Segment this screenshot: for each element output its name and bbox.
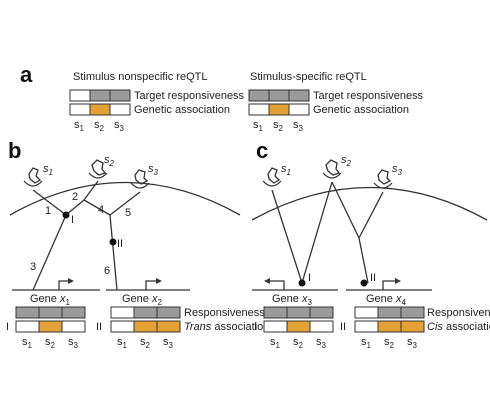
svg-text:s3: s3 (392, 163, 403, 177)
panel-b-ii-association-row (110, 320, 181, 333)
panel-a-right-row1-label: Target responsiveness (313, 90, 424, 102)
panel-c-gene4-label: Gene x4 (366, 293, 406, 307)
svg-text:s2: s2 (104, 154, 115, 168)
panel-b-cell-membrane (9, 181, 241, 216)
panel-c-row-label-ii: II (340, 321, 346, 333)
svg-text:s2: s2 (341, 154, 352, 168)
panel-b-edge-4: 4 (98, 204, 104, 216)
panel-c-responsiveness-label: Responsiveness (427, 307, 490, 319)
svg-text:s3: s3 (148, 163, 159, 177)
panel-b-row-label-ii: II (96, 321, 102, 333)
svg-text:s3: s3 (163, 336, 174, 350)
panel-c-ii-association-row (354, 320, 425, 333)
panel-c-variant-label-i: I (308, 272, 311, 284)
panel-b-row-label-i: I (6, 321, 9, 333)
svg-text:s1: s1 (270, 336, 281, 350)
panel-b-gene1-track (12, 278, 100, 291)
svg-text:s1: s1 (43, 163, 53, 177)
svg-text:s3: s3 (293, 119, 304, 133)
svg-text:s2: s2 (140, 336, 151, 350)
panel-b-edge-3: 3 (30, 261, 36, 273)
panel-c-i-responsiveness-row (263, 306, 334, 319)
svg-text:s2: s2 (45, 336, 56, 350)
svg-text:s2: s2 (273, 119, 284, 133)
panel-c-receptor-s1: s1 (262, 163, 291, 187)
panel-c-cell-membrane (251, 186, 488, 221)
panel-c-gene3-label: Gene x3 (272, 293, 312, 307)
svg-text:s1: s1 (361, 336, 372, 350)
panel-c-variant-dot-ii (360, 279, 368, 287)
panel-c-i-association-row (263, 320, 334, 333)
panel-b-edge-5: 5 (125, 207, 131, 219)
panel-a-right-row2-label: Genetic association (313, 104, 409, 116)
panel-b-ii-responsiveness-row (110, 306, 181, 319)
panel-b-receptor-s2: s2 (88, 154, 115, 179)
panel-b-edge-2: 2 (72, 191, 78, 203)
panel-b-variant-label-ii: II (117, 238, 123, 250)
panel-b-gene2-track (106, 278, 190, 291)
panel-a-left-row2-label: Genetic association (134, 104, 230, 116)
panel-b-gene2-label: Gene x2 (122, 293, 162, 307)
panel-a-left-title: Stimulus nonspecific reQTL (73, 71, 208, 83)
panel-c-receptor-s2: s2 (322, 154, 352, 179)
panel-c-i-s-labels: s1 s2 s3 (270, 336, 327, 350)
panel-c-receptor-s3: s3 (373, 163, 403, 189)
panel-b-receptor-s1: s1 (23, 163, 53, 187)
panel-a-right-s-labels: s1 s2 s3 (253, 119, 304, 133)
panel-a-right-responsiveness-row (248, 89, 310, 102)
panel-b-edge-6: 6 (104, 265, 110, 277)
panel-a-left-association-row (69, 103, 131, 116)
panel-c-letter: c (256, 138, 268, 163)
panel-b-i-association-row (15, 320, 86, 333)
svg-text:s1: s1 (253, 119, 264, 133)
panel-a-left-row1-label: Target responsiveness (134, 90, 245, 102)
panel-b-association-label: Trans association (184, 321, 269, 333)
panel-c-pathway-network (271, 181, 384, 284)
svg-text:s2: s2 (94, 119, 105, 133)
svg-text:s1: s1 (117, 336, 128, 350)
svg-text:s3: s3 (68, 336, 79, 350)
panel-b-variant-dot-i (62, 211, 70, 219)
svg-text:s3: s3 (114, 119, 125, 133)
panel-b-gene1-label: Gene x1 (30, 293, 70, 307)
svg-text:s1: s1 (281, 163, 291, 177)
panel-b-ii-s-labels: s1 s2 s3 (117, 336, 174, 350)
svg-text:s3: s3 (407, 336, 418, 350)
panel-a-right-title: Stimulus-specific reQTL (250, 71, 367, 83)
svg-text:s2: s2 (293, 336, 304, 350)
svg-text:s1: s1 (22, 336, 33, 350)
panel-c-association-label: Cis association (427, 321, 490, 333)
panel-b-responsiveness-label: Responsiveness (184, 307, 265, 319)
panel-b-receptor-s3: s3 (130, 163, 159, 189)
panel-c-ii-responsiveness-row (354, 306, 425, 319)
panel-b-variant-dot-ii (109, 238, 117, 246)
panel-b-pathway-network (32, 180, 141, 291)
panel-a-right-association-row (248, 103, 310, 116)
panel-c-variant-dot-i (298, 279, 306, 287)
panel-c-gene4-track (346, 278, 432, 291)
svg-text:s1: s1 (74, 119, 85, 133)
panel-a-left-s-labels: s1 s2 s3 (74, 119, 125, 133)
panel-b-variant-label-i: I (71, 214, 74, 226)
panel-b-i-s-labels: s1 s2 s3 (22, 336, 79, 350)
panel-c-variant-label-ii: II (370, 272, 376, 284)
svg-text:s2: s2 (384, 336, 395, 350)
panel-a-left-responsiveness-row (69, 89, 131, 102)
svg-text:s3: s3 (316, 336, 327, 350)
panel-b-edge-1: 1 (45, 205, 51, 217)
panel-a-letter: a (20, 62, 33, 87)
panel-c-gene3-track (252, 278, 338, 291)
panel-c-ii-s-labels: s1 s2 s3 (361, 336, 418, 350)
panel-c-row-label-i: I (254, 321, 257, 333)
panel-b-letter: b (8, 138, 21, 163)
panel-b-i-responsiveness-row (15, 306, 86, 319)
